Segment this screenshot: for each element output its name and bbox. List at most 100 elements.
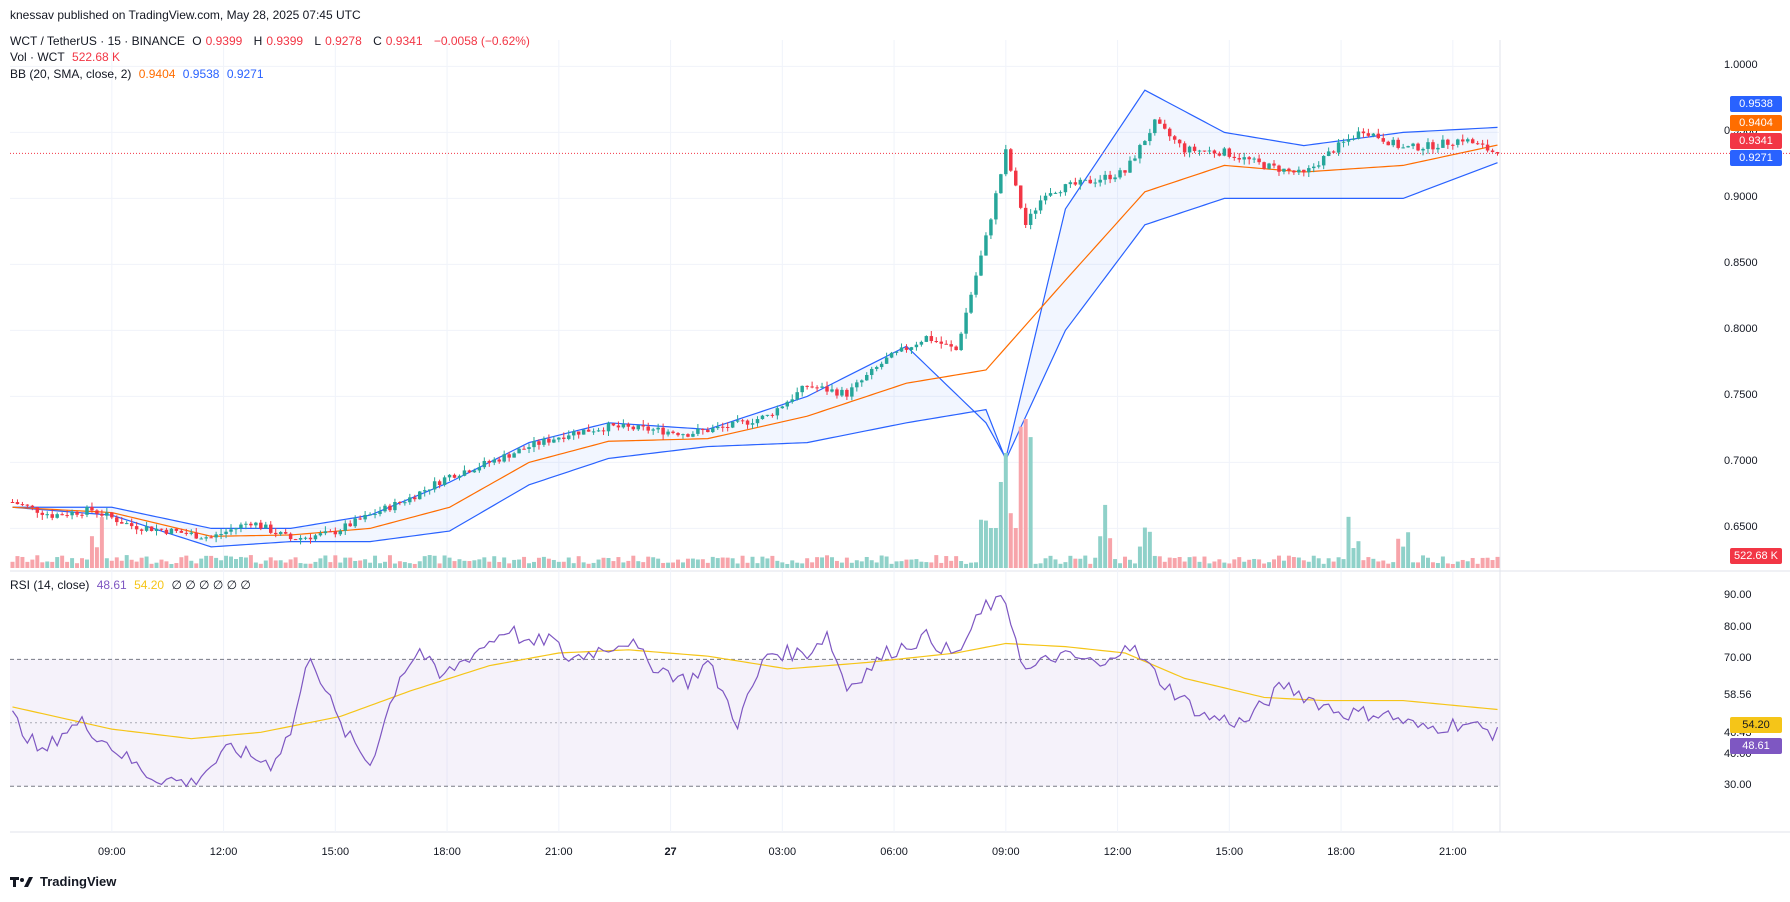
candle-body [224,531,228,535]
rsi-label[interactable]: RSI (14, close) [10,578,90,592]
volume-bar [1237,557,1242,568]
volume-bar [457,559,462,568]
volume-bar [1197,561,1202,568]
volume-bar [834,560,839,568]
rsi-line [11,594,1499,788]
volume-bar [1341,559,1346,568]
volume-bar [497,561,502,568]
candle-body [105,512,109,516]
x-tick-label: 06:00 [880,846,908,858]
volume-bar [780,562,785,568]
candle-body [716,426,720,429]
volume-bar [124,555,129,568]
volume-bar [1386,563,1391,568]
candle-body [1048,193,1053,196]
candle-body [1232,156,1237,158]
volume-bar [487,561,492,568]
candle-body [979,255,983,276]
candle-body [269,524,273,533]
candle-body [984,235,988,256]
candle-body [1182,143,1187,153]
symbol-name[interactable]: WCT / TetherUS · 15 · BINANCE [10,34,185,48]
volume-bar [839,562,844,568]
volume-bar [149,563,154,568]
candle-body [482,460,487,468]
volume-bar [591,562,596,568]
candle-body [209,537,213,539]
candle-body [686,434,690,437]
candle-body [646,426,650,431]
candle-body [696,429,700,434]
last-price-tag: 0.9341 [1730,133,1782,149]
candle-body [1118,170,1122,178]
candle-body [557,437,561,440]
candle-body [691,433,695,437]
candle-body [1461,139,1465,142]
volume-bar [626,560,631,568]
price-change: −0.0058 (−0.62%) [433,34,530,48]
bb-mid-value: 0.9404 [138,67,176,81]
volume-bar [1028,437,1033,568]
candle-body [919,341,924,345]
volume-bar [387,555,392,568]
candle-body [35,507,40,513]
candle-body [884,357,889,364]
candle-body [1316,165,1321,167]
x-tick-label: 12:00 [1103,846,1132,858]
tradingview-branding[interactable]: TradingView [10,874,116,889]
volume-bar [214,557,219,568]
volume-bar [154,562,159,568]
volume-bar [80,558,85,568]
candle-body [298,537,303,540]
price-tick-label: 0.7500 [1724,389,1758,402]
volume-bar [1118,563,1123,568]
candle-body [1326,151,1331,156]
candle-body [120,522,124,524]
volume-bar [1396,538,1401,568]
candle-body [283,532,288,534]
volume-bar [522,556,527,568]
volume-bar [60,555,65,568]
rsi-tick-label: 30.00 [1724,779,1752,792]
x-tick-label: 15:00 [321,846,350,858]
volume-bar [1316,558,1321,568]
volume-bar [631,555,636,568]
volume-bar [502,557,507,568]
rsi-value: 48.61 [96,578,127,592]
tradingview-wordmark: TradingView [40,874,117,889]
volume-bar [854,560,859,568]
volume-bar [671,562,676,568]
volume-bar [1073,558,1078,568]
volume-bar [392,563,397,568]
volume-bar [258,563,263,568]
candle-body [10,502,15,503]
volume-bar [368,562,373,568]
volume-bar [1172,558,1177,568]
bb-label[interactable]: BB (20, SMA, close, 2) [10,67,132,81]
candle-body [1093,182,1097,184]
candle-body [25,504,30,506]
volume-bar [1301,560,1306,568]
volume-bar [25,561,30,568]
volume-label[interactable]: Vol · WCT [10,50,65,64]
candle-body [110,512,114,518]
volume-bar [909,559,914,568]
volume-bar [447,557,452,568]
volume-bar [983,520,988,568]
candle-body [273,532,278,535]
candle-body [1416,143,1420,151]
candle-body [586,429,591,432]
candle-body [1098,179,1102,183]
candle-body [631,426,636,430]
candle-body [656,427,660,430]
volume-bar [1460,559,1465,568]
volume-price-tag: 522.68 K [1730,548,1782,564]
candle-body [1177,139,1182,144]
candle-body [899,347,904,352]
candle-body [552,439,556,443]
candle-body [879,363,884,368]
ohlc-close: C 0.9341 [373,34,423,48]
candle-body [1018,185,1023,208]
